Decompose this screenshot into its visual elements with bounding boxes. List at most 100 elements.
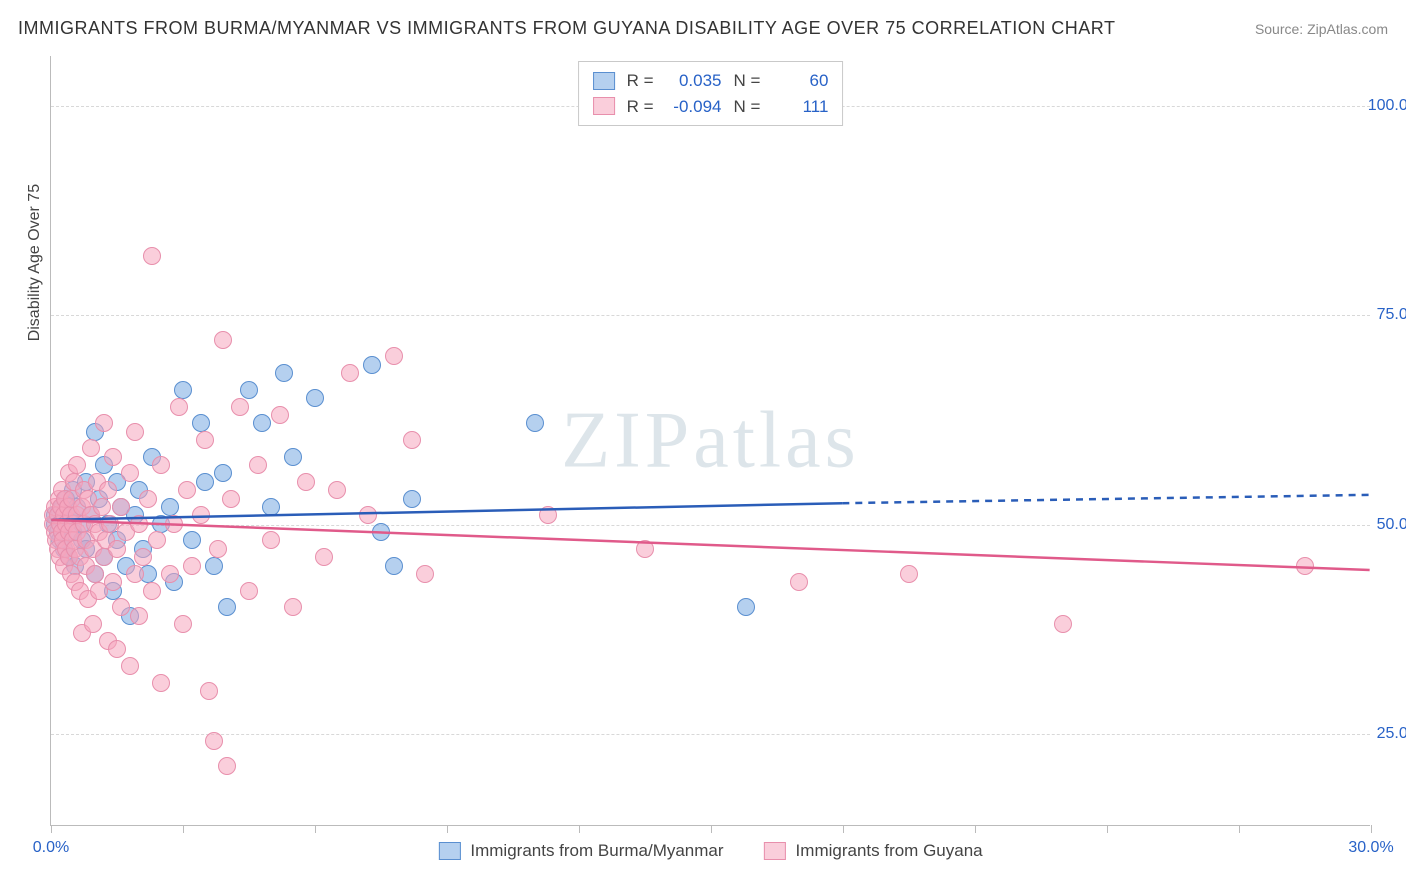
r-label: R = — [627, 94, 654, 120]
data-point — [636, 540, 654, 558]
series-2-name: Immigrants from Guyana — [796, 841, 983, 861]
data-point — [271, 406, 289, 424]
legend-item-1: Immigrants from Burma/Myanmar — [438, 841, 723, 861]
data-point — [214, 464, 232, 482]
data-point — [262, 498, 280, 516]
data-point — [192, 506, 210, 524]
data-point — [143, 247, 161, 265]
data-point — [130, 515, 148, 533]
data-point — [192, 414, 210, 432]
data-point — [99, 481, 117, 499]
gridline — [51, 525, 1370, 526]
swatch-series-2 — [764, 842, 786, 860]
data-point — [165, 515, 183, 533]
data-point — [104, 448, 122, 466]
data-point — [209, 540, 227, 558]
scatter-plot: ZIPatlas R = 0.035 N = 60 R = -0.094 N =… — [50, 56, 1370, 826]
xtick — [183, 825, 184, 833]
data-point — [240, 381, 258, 399]
gridline — [51, 734, 1370, 735]
y-axis-label: Disability Age Over 75 — [26, 184, 44, 341]
data-point — [526, 414, 544, 432]
data-point — [385, 347, 403, 365]
swatch-series-2 — [593, 97, 615, 115]
xtick — [1107, 825, 1108, 833]
data-point — [790, 573, 808, 591]
series-1-name: Immigrants from Burma/Myanmar — [470, 841, 723, 861]
data-point — [161, 565, 179, 583]
data-point — [130, 607, 148, 625]
xtick — [843, 825, 844, 833]
trend-lines — [51, 56, 1370, 825]
legend-stats: R = 0.035 N = 60 R = -0.094 N = 111 — [578, 61, 844, 126]
data-point — [170, 398, 188, 416]
r-value-2: -0.094 — [666, 94, 722, 120]
data-point — [139, 490, 157, 508]
data-point — [121, 464, 139, 482]
data-point — [121, 657, 139, 675]
data-point — [262, 531, 280, 549]
data-point — [275, 364, 293, 382]
r-label: R = — [627, 68, 654, 94]
data-point — [126, 565, 144, 583]
data-point — [253, 414, 271, 432]
data-point — [284, 448, 302, 466]
data-point — [341, 364, 359, 382]
data-point — [214, 331, 232, 349]
watermark: ZIPatlas — [561, 395, 860, 486]
data-point — [93, 498, 111, 516]
r-value-1: 0.035 — [666, 68, 722, 94]
data-point — [372, 523, 390, 541]
data-point — [328, 481, 346, 499]
data-point — [218, 598, 236, 616]
header: IMMIGRANTS FROM BURMA/MYANMAR VS IMMIGRA… — [18, 18, 1388, 39]
data-point — [86, 565, 104, 583]
chart-title: IMMIGRANTS FROM BURMA/MYANMAR VS IMMIGRA… — [18, 18, 1115, 39]
xtick — [579, 825, 580, 833]
xtick-label: 0.0% — [33, 839, 69, 857]
data-point — [152, 456, 170, 474]
data-point — [297, 473, 315, 491]
data-point — [249, 456, 267, 474]
data-point — [205, 732, 223, 750]
data-point — [126, 423, 144, 441]
data-point — [1296, 557, 1314, 575]
data-point — [403, 490, 421, 508]
xtick — [315, 825, 316, 833]
data-point — [363, 356, 381, 374]
data-point — [900, 565, 918, 583]
swatch-series-1 — [438, 842, 460, 860]
data-point — [68, 456, 86, 474]
legend-stats-row-1: R = 0.035 N = 60 — [593, 68, 829, 94]
data-point — [196, 473, 214, 491]
data-point — [218, 757, 236, 775]
data-point — [403, 431, 421, 449]
n-label: N = — [734, 68, 761, 94]
gridline — [51, 315, 1370, 316]
data-point — [737, 598, 755, 616]
legend-item-2: Immigrants from Guyana — [764, 841, 983, 861]
n-value-1: 60 — [772, 68, 828, 94]
xtick — [711, 825, 712, 833]
data-point — [284, 598, 302, 616]
data-point — [385, 557, 403, 575]
xtick — [447, 825, 448, 833]
xtick — [51, 825, 52, 833]
ytick-label: 100.0% — [1368, 97, 1406, 115]
data-point — [240, 582, 258, 600]
data-point — [174, 381, 192, 399]
data-point — [104, 573, 122, 591]
data-point — [95, 414, 113, 432]
xtick — [975, 825, 976, 833]
data-point — [112, 498, 130, 516]
data-point — [416, 565, 434, 583]
data-point — [359, 506, 377, 524]
data-point — [108, 640, 126, 658]
data-point — [231, 398, 249, 416]
data-point — [143, 582, 161, 600]
swatch-series-1 — [593, 72, 615, 90]
xtick-label: 30.0% — [1348, 839, 1393, 857]
data-point — [108, 540, 126, 558]
xtick — [1371, 825, 1372, 833]
data-point — [539, 506, 557, 524]
